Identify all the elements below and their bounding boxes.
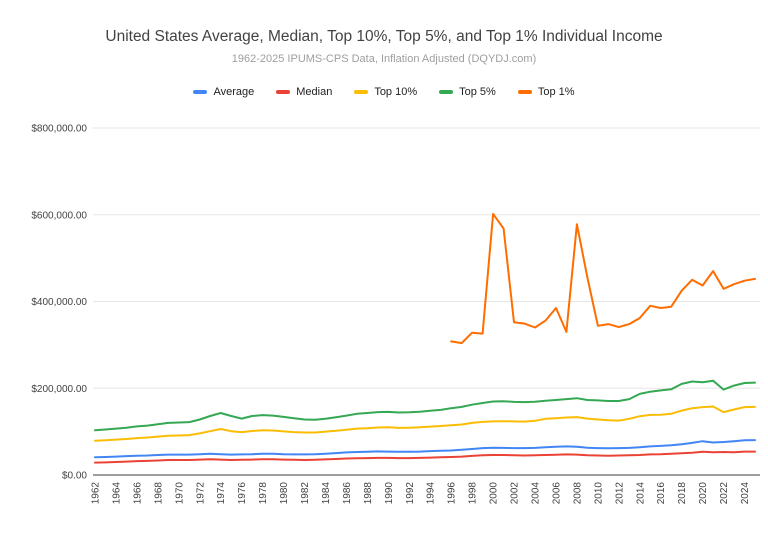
series-line-top-1: [450, 212, 756, 345]
x-tick-label: 2018: [677, 482, 688, 505]
x-tick-label: 2012: [614, 482, 625, 505]
series-line-top-5: [94, 379, 756, 432]
x-tick-label: 1988: [363, 482, 374, 505]
y-tick-label: $600,000.00: [31, 210, 87, 221]
legend-swatch-top-1: [517, 90, 532, 94]
legend-label: Top 5%: [459, 86, 496, 98]
x-tick-label: 2002: [510, 482, 521, 505]
series-line-median: [94, 450, 756, 464]
legend-item-top-10[interactable]: Top 10%: [354, 86, 417, 98]
x-tick-label: 2010: [593, 482, 604, 505]
x-tick-label: 1980: [279, 482, 290, 505]
x-tick-label: 2014: [635, 482, 646, 505]
x-tick-label: 1984: [321, 482, 332, 505]
x-tick-label: 1982: [300, 482, 311, 505]
x-tick-label: 1972: [195, 482, 206, 505]
series-line-average: [94, 439, 756, 459]
legend-label: Top 10%: [374, 86, 418, 98]
x-tick-label: 1986: [342, 482, 353, 505]
legend-item-average[interactable]: Average: [193, 86, 254, 98]
legend-item-median[interactable]: Median: [276, 86, 332, 98]
x-tick-label: 1976: [237, 482, 248, 505]
y-tick-label: $200,000.00: [31, 384, 87, 395]
x-tick-label: 1962: [91, 482, 102, 505]
x-tick-label: 2000: [489, 482, 500, 505]
y-tick-label: $800,000.00: [31, 124, 87, 135]
x-tick-label: 2004: [531, 482, 542, 505]
x-tick-label: 1992: [405, 482, 416, 505]
legend-label: Average: [213, 86, 255, 98]
x-tick-label: 1964: [111, 482, 122, 505]
x-tick-label: 2020: [698, 482, 709, 505]
legend-item-top-1[interactable]: Top 1%: [517, 86, 575, 98]
x-tick-label: 1966: [132, 482, 143, 505]
x-tick-label: 1994: [426, 482, 437, 505]
x-tick-label: 2016: [656, 482, 667, 505]
legend-swatch-top-5: [439, 90, 454, 94]
chart-title: United States Average, Median, Top 10%, …: [105, 28, 663, 45]
x-tick-label: 1998: [468, 482, 479, 505]
legend-label: Median: [296, 86, 333, 98]
legend-label: Top 1%: [537, 86, 575, 98]
line-chart-plot-area: $0.00 $200,000.00 $400,000.00 $600,000.00 $8…: [31, 124, 760, 505]
legend-swatch-average: [193, 90, 208, 94]
chart-subtitle: 1962-2025 IPUMS-CPS Data, Inflation Adju…: [231, 53, 537, 65]
x-tick-label: 1996: [447, 482, 458, 505]
x-tick-label: 2024: [740, 482, 751, 505]
x-tick-label: 1974: [216, 482, 227, 505]
legend: Average Median Top 10% Top 5% Top 1%: [0, 86, 768, 98]
series-line-top-10: [94, 405, 756, 442]
x-tick-label: 1990: [384, 482, 395, 505]
x-tick-label: 1968: [153, 482, 164, 505]
x-tick-label: 1978: [258, 482, 269, 505]
legend-swatch-top-10: [354, 90, 369, 94]
x-tick-label: 2006: [551, 482, 562, 505]
legend-item-top-5[interactable]: Top 5%: [439, 86, 496, 98]
x-tick-label: 2022: [719, 482, 730, 505]
y-tick-label: $400,000.00: [31, 297, 87, 308]
x-tick-label: 2008: [572, 482, 583, 505]
x-tick-label: 1970: [174, 482, 185, 505]
y-tick-label: $0.00: [62, 471, 87, 482]
legend-swatch-median: [276, 90, 291, 94]
